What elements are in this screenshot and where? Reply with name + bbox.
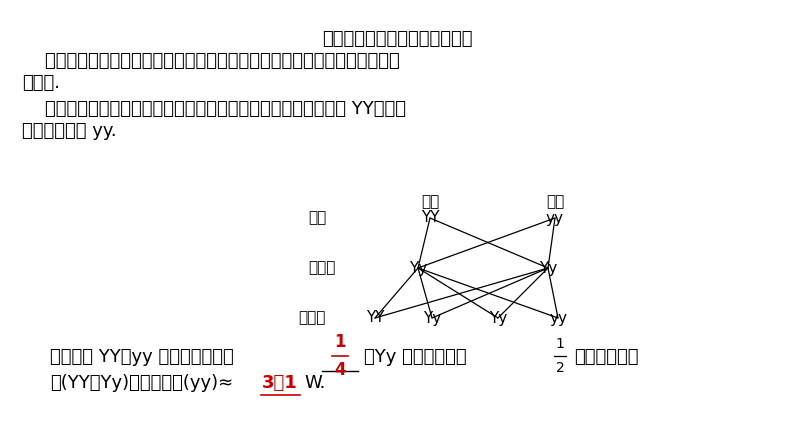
- Text: 第二代中 YY，yy 出现的概率都是: 第二代中 YY，yy 出现的概率都是: [50, 348, 233, 366]
- Text: W.: W.: [304, 374, 326, 392]
- Text: 孟德尔与遗传机理中的统计规律: 孟德尔与遗传机理中的统计规律: [322, 30, 472, 48]
- Text: Yy: Yy: [409, 260, 427, 276]
- Text: Yy: Yy: [539, 260, 557, 276]
- Text: Yy: Yy: [423, 310, 441, 326]
- Text: YY: YY: [421, 211, 439, 226]
- Text: 豆(YY，Yy)：绿色豌豆(yy)≈: 豆(YY，Yy)：绿色豌豆(yy)≈: [50, 374, 233, 392]
- Text: 3：1: 3：1: [262, 374, 298, 392]
- Text: 计规律.: 计规律.: [22, 74, 60, 92]
- Text: 纯黄: 纯黄: [421, 194, 439, 209]
- Text: 纯绿: 纯绿: [546, 194, 564, 209]
- Text: 第二代: 第二代: [298, 310, 326, 326]
- Text: 4: 4: [334, 361, 346, 379]
- Text: 1: 1: [556, 337, 565, 351]
- Text: yy: yy: [549, 310, 567, 326]
- Text: ，Yy 出现的概率为: ，Yy 出现的概率为: [364, 348, 467, 366]
- Text: 以豌豆为例说明孟德尔发现的杂交规律，假设纯黄为显性，记为 YY，纯绿: 以豌豆为例说明孟德尔发现的杂交规律，假设纯黄为显性，记为 YY，纯绿: [22, 100, 406, 118]
- Text: 为隐性，记为 yy.: 为隐性，记为 yy.: [22, 122, 117, 140]
- Text: 1: 1: [334, 333, 345, 351]
- Text: 第一代: 第一代: [308, 260, 335, 276]
- Text: 2: 2: [556, 361, 565, 375]
- Text: YY: YY: [366, 310, 384, 326]
- Text: yy: yy: [546, 211, 564, 226]
- Text: ，所以黄色豌: ，所以黄色豌: [574, 348, 638, 366]
- Text: 亲本: 亲本: [308, 211, 326, 226]
- Text: 孟德尔在自己长达七八年的试验中，观察到了遗传规律，这种规律是一种统: 孟德尔在自己长达七八年的试验中，观察到了遗传规律，这种规律是一种统: [22, 52, 399, 70]
- Text: Yy: Yy: [489, 310, 507, 326]
